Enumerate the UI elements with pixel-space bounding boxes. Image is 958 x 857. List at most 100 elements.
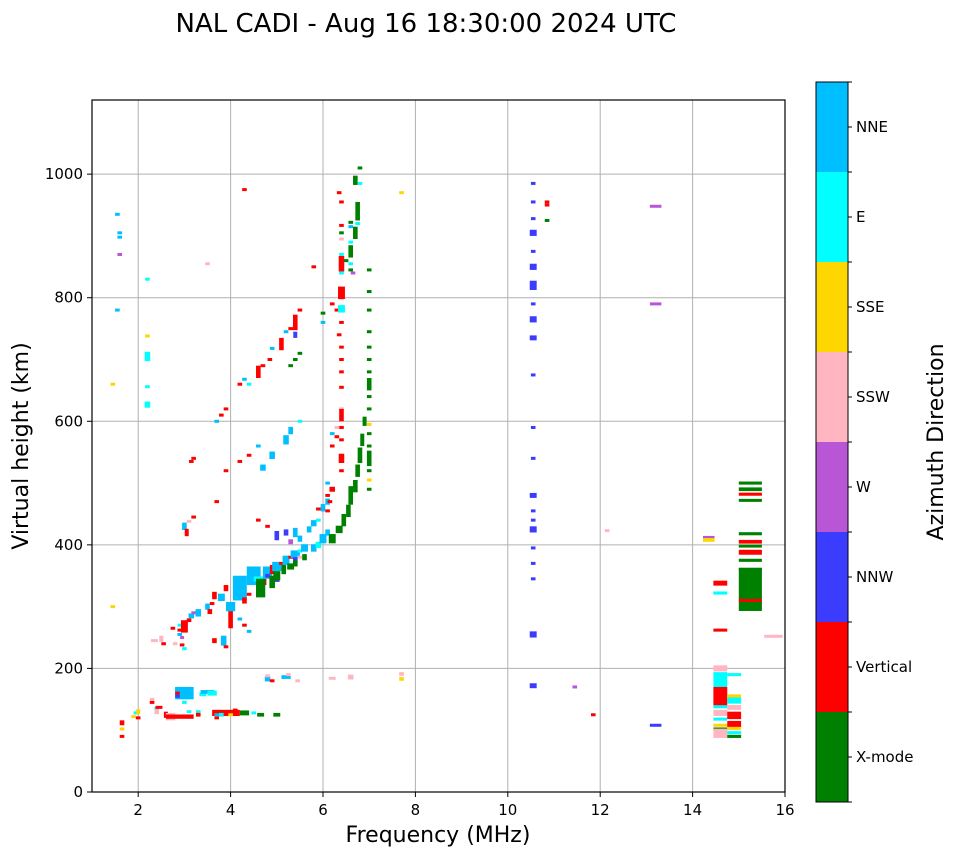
data-point-ssw <box>159 635 164 642</box>
data-point-e <box>713 672 728 678</box>
x-tick-label: 14 <box>683 801 702 819</box>
data-point-vertical <box>713 580 728 586</box>
data-point-ssw <box>297 555 303 559</box>
data-point-vertical <box>279 337 284 351</box>
x-tick-label: 2 <box>133 801 143 819</box>
y-tick-label: 400 <box>54 536 83 554</box>
data-point-vertical <box>191 515 196 519</box>
data-point-vertical <box>338 256 345 272</box>
data-point-nne <box>177 632 183 636</box>
data-point-x-mode <box>366 358 372 361</box>
data-point-x-mode <box>738 481 762 485</box>
data-point-ssw <box>713 709 728 717</box>
data-point-nnw <box>283 529 289 536</box>
data-point-nnw <box>293 331 298 338</box>
x-tick-label: 12 <box>591 801 610 819</box>
colorbar-label: Azimuth Direction <box>924 343 949 540</box>
colorbar-tick-label: Vertical <box>856 658 912 676</box>
data-point-e <box>144 401 151 408</box>
grid <box>92 100 785 792</box>
data-point-x-mode <box>343 259 349 263</box>
data-point-x-mode <box>360 433 365 447</box>
x-axis-ticks: 2 4 6 8 10 12 14 16 <box>133 792 795 819</box>
data-point-nnw <box>175 694 180 698</box>
chart-title: NAL CADI - Aug 16 18:30:00 2024 UTC <box>176 9 677 39</box>
data-point-vertical <box>338 453 345 463</box>
data-point-nne <box>242 377 247 381</box>
data-point-x-mode <box>738 544 762 548</box>
data-point-nne <box>115 308 120 312</box>
data-point-vertical <box>256 365 261 379</box>
data-point-x-mode <box>273 712 281 717</box>
data-point-vertical <box>175 691 180 695</box>
data-point-vertical <box>237 382 243 386</box>
data-point-ssw <box>328 676 336 680</box>
data-point-x-mode <box>366 308 372 312</box>
data-point-x-mode <box>292 358 298 361</box>
data-point-nne <box>214 713 220 717</box>
data-point-nnw <box>529 280 537 290</box>
data-point-nne <box>325 529 330 536</box>
data-point-nne <box>225 602 236 612</box>
data-point-nnw <box>649 723 662 727</box>
colorbar-segment-vertical <box>816 622 848 712</box>
data-point-nnw <box>529 335 537 341</box>
colorbar-tick-label: X-mode <box>856 748 913 766</box>
data-point-e <box>182 700 187 704</box>
data-point-e <box>145 277 150 281</box>
data-point-x-mode <box>366 432 372 436</box>
data-point-x-mode <box>738 532 762 536</box>
data-point-e <box>338 305 345 313</box>
data-point-vertical <box>155 705 163 709</box>
data-point-e <box>133 711 139 715</box>
data-point-w <box>702 535 715 539</box>
data-point-nne <box>319 534 327 544</box>
data-point-e <box>177 623 183 627</box>
data-point-x-mode <box>366 395 372 399</box>
data-point-vertical <box>339 223 344 227</box>
data-point-ssw <box>154 709 159 715</box>
colorbar-segment-nne <box>816 82 848 172</box>
data-point-nnw <box>530 425 536 429</box>
data-point-ssw <box>149 697 155 701</box>
data-point-vertical <box>339 438 344 442</box>
data-point-e <box>339 271 344 275</box>
data-point-x-mode <box>366 469 372 473</box>
data-point-sse <box>727 726 742 730</box>
data-point-ssw <box>295 679 300 683</box>
data-point-x-mode <box>366 450 372 467</box>
data-point-vertical <box>223 645 229 649</box>
data-point-vertical <box>242 623 247 627</box>
data-point-x-mode <box>273 571 281 581</box>
data-point-vertical <box>292 314 298 331</box>
data-point-e <box>713 676 728 688</box>
data-point-x-mode <box>281 564 287 575</box>
data-point-e <box>182 647 187 651</box>
data-point-vertical <box>288 327 293 331</box>
data-point-sse <box>702 538 715 542</box>
data-point-x-mode <box>257 712 265 717</box>
data-point-nne <box>290 550 300 558</box>
data-point-nne <box>260 464 266 471</box>
data-point-x-mode <box>256 578 266 598</box>
data-point-vertical <box>237 459 243 463</box>
data-point-sse <box>713 723 728 727</box>
data-point-vertical <box>325 509 330 513</box>
data-point-nne <box>214 419 220 423</box>
data-point-nnw <box>530 217 536 221</box>
data-point-nne <box>256 444 261 448</box>
data-point-ssw <box>265 674 270 678</box>
y-tick-label: 1000 <box>45 165 83 183</box>
data-point-nne <box>310 544 317 552</box>
data-point-nne <box>195 609 202 617</box>
colorbar-segment-e <box>816 172 848 262</box>
colorbar-tick-label: W <box>856 478 871 496</box>
data-point-nnw <box>529 316 537 323</box>
data-point-nne <box>220 635 227 646</box>
data-point-vertical <box>246 453 252 457</box>
data-point-vertical <box>590 713 596 717</box>
data-point-nne <box>205 603 210 610</box>
data-point-vertical <box>242 188 247 192</box>
data-point-vertical <box>339 385 344 389</box>
data-point-vertical <box>177 628 183 632</box>
